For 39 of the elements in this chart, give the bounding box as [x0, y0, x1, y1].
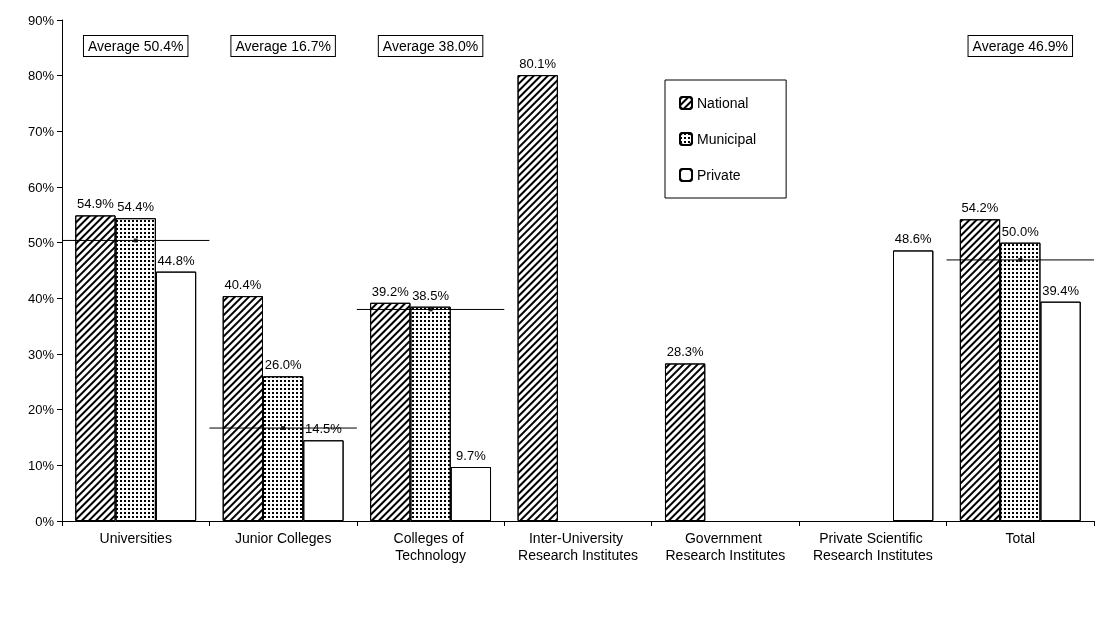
data-label: 44.8% — [157, 252, 195, 268]
legend-label: Private — [697, 167, 741, 183]
data-label: 38.5% — [412, 287, 450, 303]
annotation: Average 50.4% — [87, 38, 184, 54]
data-label: 48.6% — [894, 231, 933, 247]
y-tick-label: 0% — [35, 513, 55, 529]
x-tick-label: Universities — [99, 529, 172, 546]
data-label: 14.5% — [305, 421, 343, 437]
x-tick-label: Inter-University Research Institutes — [518, 529, 638, 563]
data-label: 28.3% — [666, 344, 704, 360]
y-tick-label: 60% — [27, 179, 55, 195]
data-label: 26.0% — [264, 357, 303, 373]
annotation: Average 38.0% — [382, 38, 479, 54]
annotation: Average 16.7% — [235, 38, 331, 54]
y-tick-label: 90% — [27, 12, 55, 28]
y-tick-label: 70% — [27, 123, 55, 139]
legend-label: National — [697, 95, 749, 111]
x-tick-label: Junior Colleges — [234, 529, 332, 546]
data-label: 54.2% — [961, 200, 999, 216]
data-label: 80.1% — [519, 56, 557, 72]
x-tick-label: Government Research Institutes — [665, 529, 786, 563]
data-label: 39.4% — [1042, 282, 1080, 298]
x-tick-label: Total — [1005, 529, 1036, 546]
data-label: 54.9% — [76, 196, 115, 212]
y-tick-label: 20% — [27, 402, 55, 418]
x-tick-label: Colleges of Technology — [393, 529, 468, 563]
y-tick-label: 50% — [27, 235, 55, 251]
data-label: 39.2% — [371, 283, 410, 299]
x-tick-label: Private Scientific Research Institutes — [812, 529, 933, 563]
y-tick-label: 40% — [27, 290, 55, 306]
data-label: 40.4% — [224, 277, 262, 293]
y-tick-label: 80% — [27, 68, 55, 84]
y-tick-label: 30% — [27, 346, 55, 362]
data-label: 9.7% — [456, 448, 487, 463]
legend-label: Municipal — [697, 131, 757, 147]
y-tick-label: 10% — [27, 457, 55, 473]
data-label: 50.0% — [1001, 223, 1040, 239]
data-label: 54.4% — [117, 199, 155, 215]
annotation: Average 46.9% — [972, 38, 1069, 54]
